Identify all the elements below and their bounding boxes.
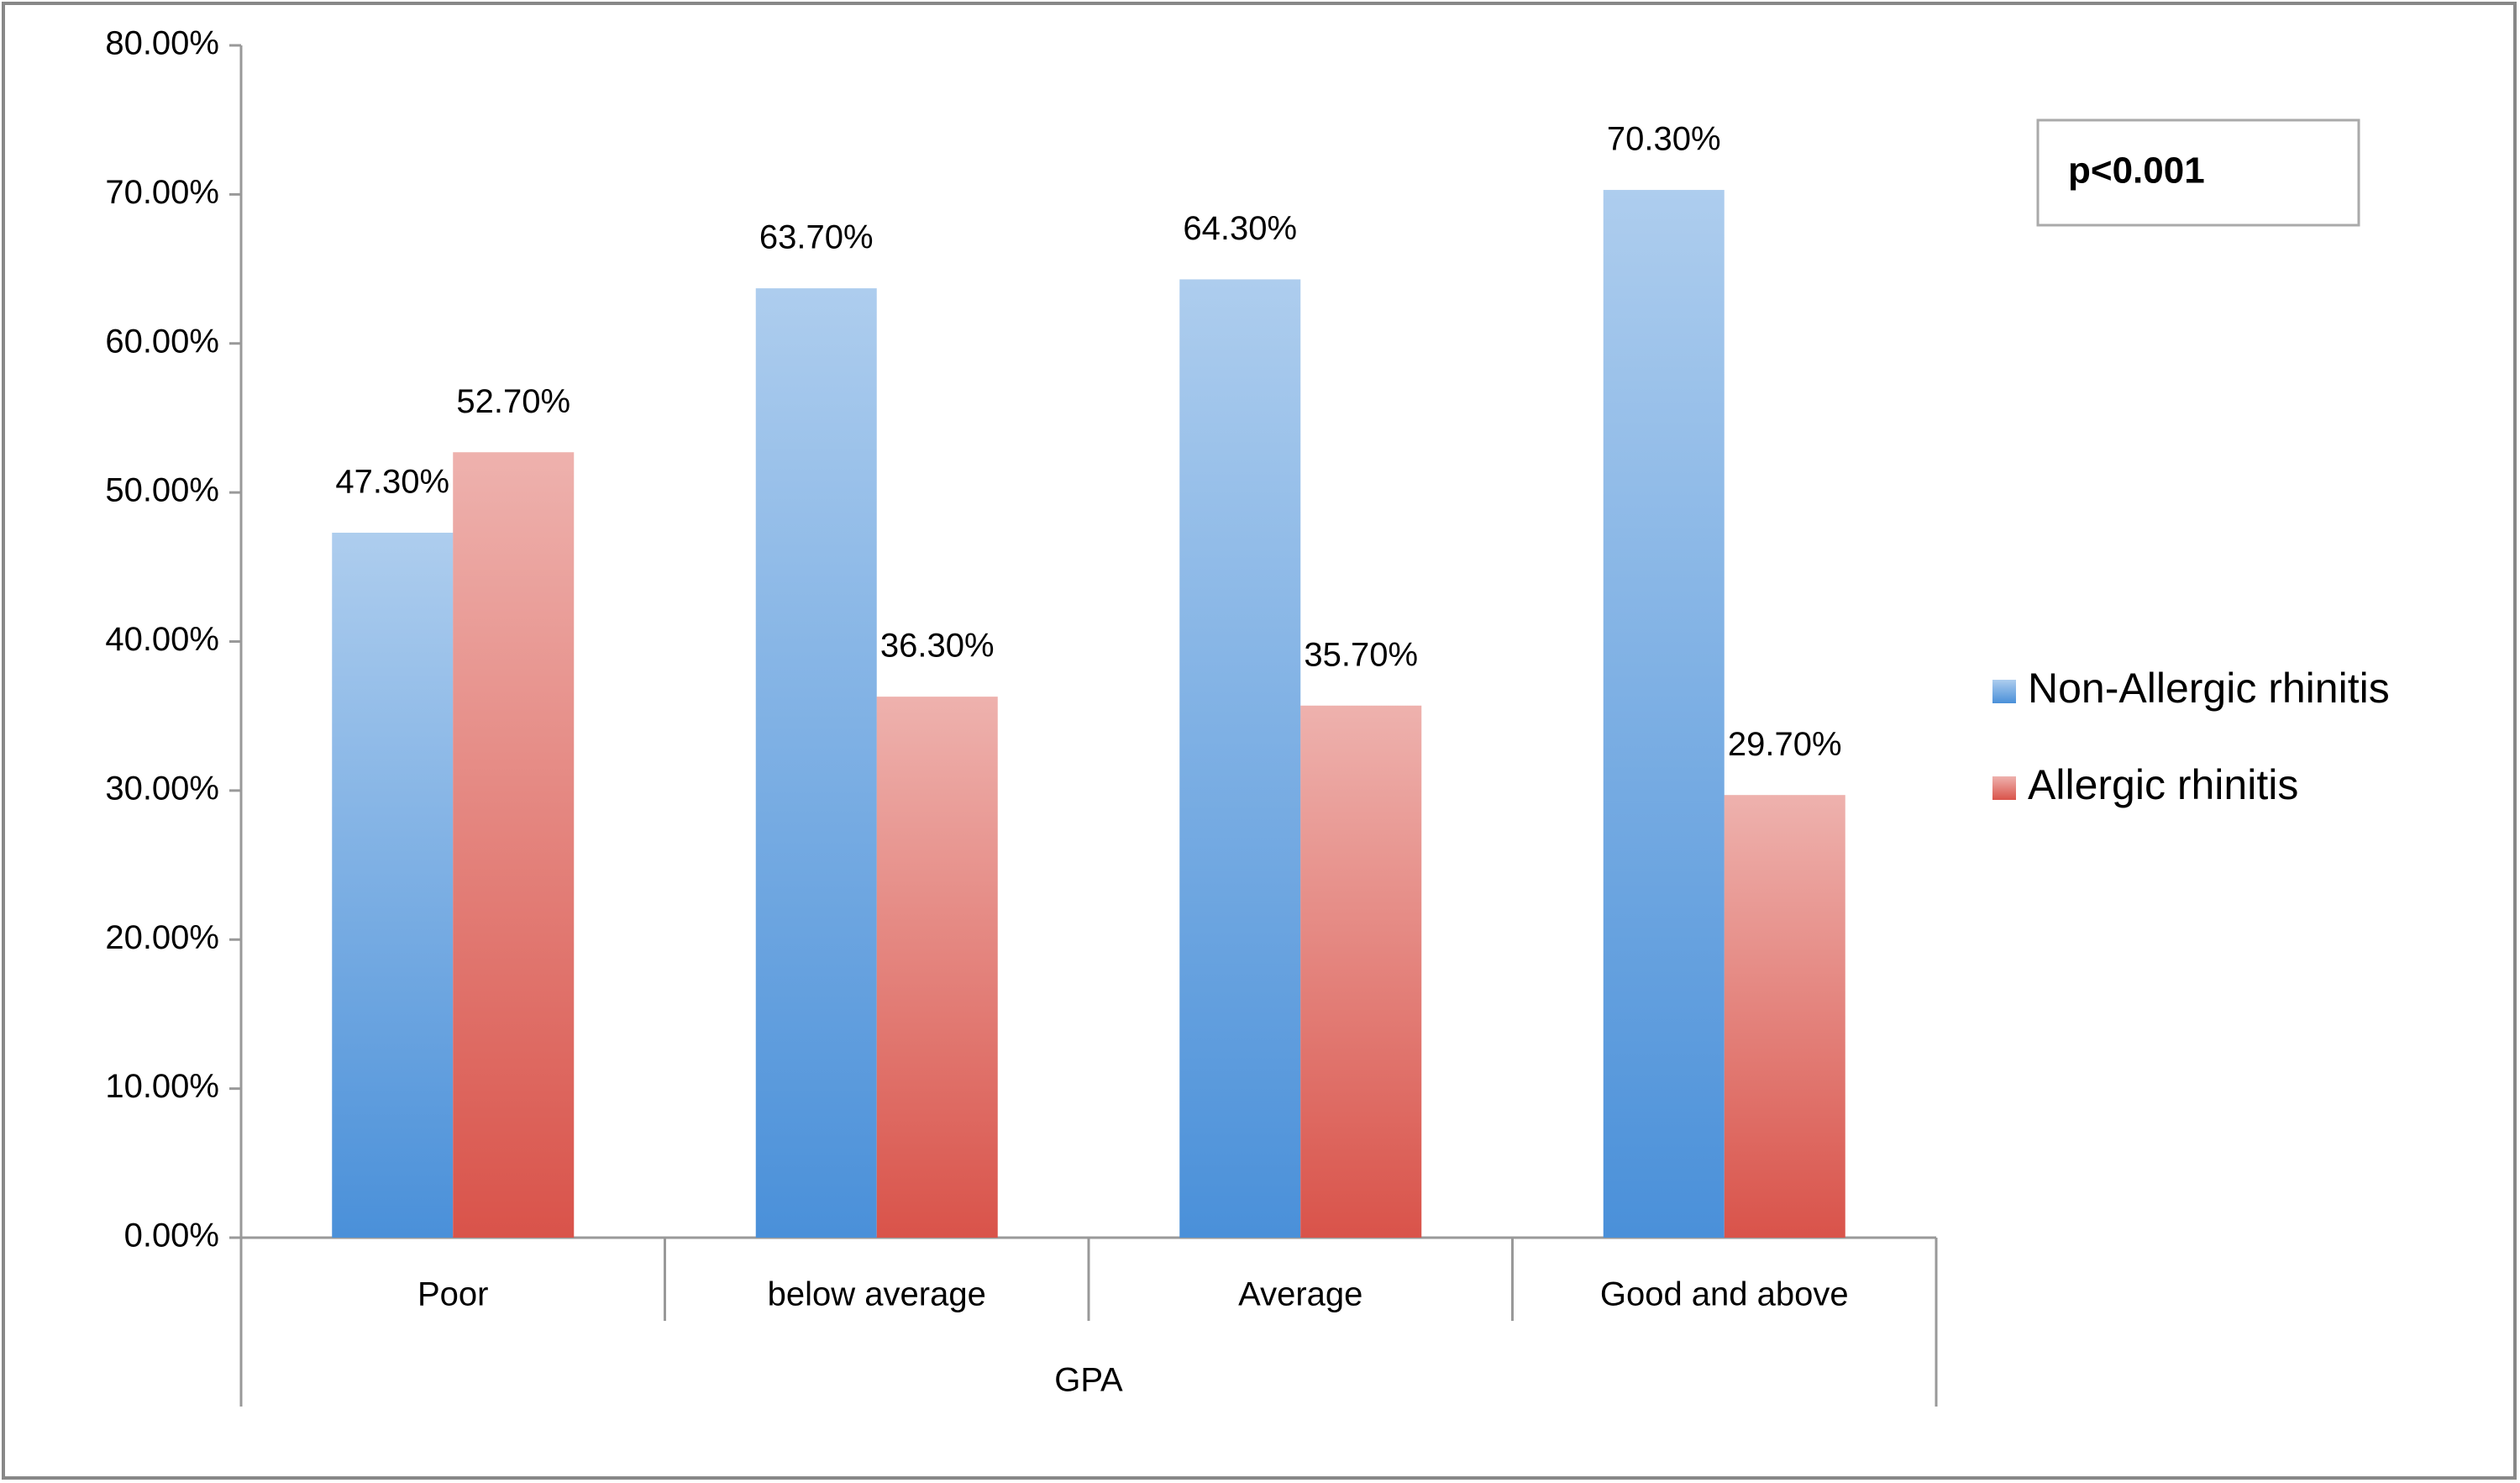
data-label: 36.30% <box>880 628 995 665</box>
annotation-box <box>2036 118 2360 227</box>
y-tick-label: 20.00% <box>105 919 219 956</box>
data-label: 35.70% <box>1304 636 1418 673</box>
y-tick-label: 60.00% <box>105 323 219 360</box>
data-label: 29.70% <box>1728 726 1842 763</box>
y-tick-label: 50.00% <box>105 472 219 509</box>
x-axis-label: GPA <box>1054 1362 1123 1399</box>
legend-label: Non-Allergic rhinitis <box>2028 665 2390 712</box>
bar <box>332 533 454 1238</box>
y-tick-label: 30.00% <box>105 770 219 807</box>
data-label: 70.30% <box>1607 121 1721 158</box>
data-label: 64.30% <box>1183 210 1297 247</box>
bar <box>755 288 877 1238</box>
y-tick-label: 10.00% <box>105 1068 219 1105</box>
bar <box>453 452 575 1238</box>
bar <box>1603 190 1725 1238</box>
bar <box>1724 795 1845 1238</box>
x-tick-label: Average <box>1238 1276 1362 1313</box>
bar <box>876 697 998 1238</box>
bar <box>1179 279 1301 1238</box>
x-tick-label: Good and above <box>1600 1276 1849 1313</box>
bar <box>1300 705 1422 1238</box>
y-tick-label: 0.00% <box>124 1217 219 1254</box>
legend-label: Allergic rhinitis <box>2028 761 2298 808</box>
legend-swatch <box>1992 776 2016 800</box>
y-tick-label: 70.00% <box>105 174 219 211</box>
legend-swatch <box>1992 680 2016 703</box>
data-label: 63.70% <box>759 219 874 256</box>
x-tick-label: below average <box>768 1276 986 1313</box>
data-label: 47.30% <box>335 464 449 501</box>
annotation: p<0.001 <box>2068 150 2205 192</box>
x-tick-label: Poor <box>417 1276 489 1313</box>
y-tick-label: 80.00% <box>105 25 219 62</box>
data-label: 52.70% <box>456 383 570 420</box>
y-tick-label: 40.00% <box>105 621 219 658</box>
